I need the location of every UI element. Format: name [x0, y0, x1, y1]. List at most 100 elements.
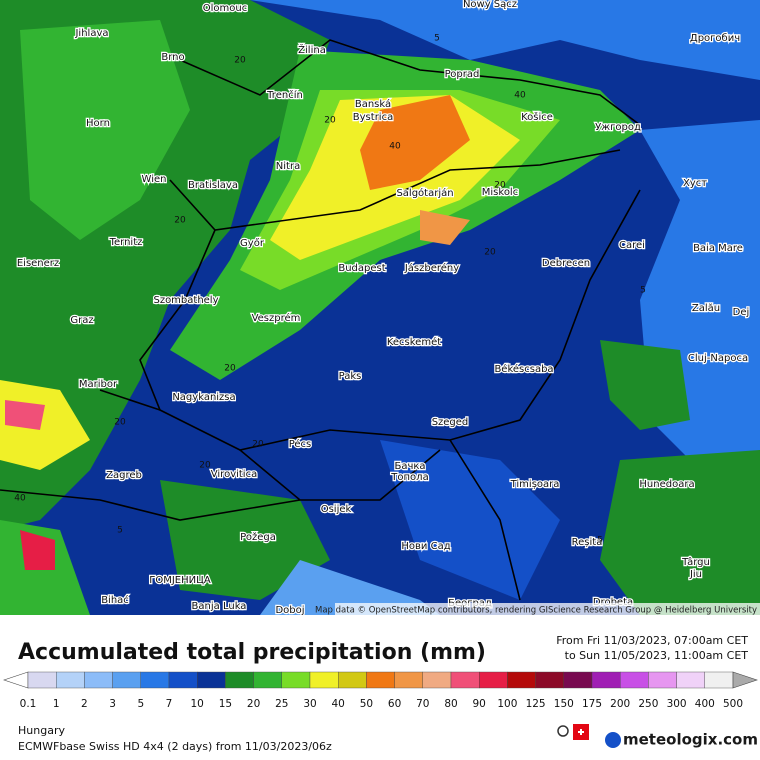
city-label: Pécs [289, 438, 312, 450]
colorbar-label: 150 [554, 698, 574, 710]
city-label: Дрогобич [690, 33, 740, 44]
colorbar-label: 30 [303, 698, 316, 710]
colorbar-cell [535, 671, 564, 689]
city-label: Ужгород [595, 122, 641, 133]
city-label: Budapest [338, 263, 385, 274]
contour-label: 5 [117, 526, 123, 536]
city-label: Debrecen [542, 258, 590, 269]
city-label: Reșita [572, 537, 603, 548]
colorbar-cell [563, 671, 593, 689]
colorbar-label: 70 [416, 698, 429, 710]
brand: meteologix.com [623, 731, 758, 749]
city-label: Jászberény [404, 262, 459, 274]
city-label: Dej [733, 307, 750, 318]
city-label: Virovitica [211, 469, 257, 480]
city-label: Nitra [276, 161, 300, 172]
city-label: Brno [161, 52, 184, 63]
city-label: Jihlava [74, 28, 108, 39]
colorbar-label: 500 [723, 698, 743, 710]
colorbar-label: 175 [582, 698, 602, 710]
colorbar-label: 15 [219, 698, 232, 710]
region: Hungary [18, 724, 65, 737]
colorbar-cell [479, 671, 508, 689]
colorbar-label: 100 [497, 698, 517, 710]
city-label: Bihać [101, 594, 129, 606]
city-label: Žilina [298, 43, 326, 56]
colorbar-cell [27, 671, 57, 689]
city-label: Ternitz [109, 237, 143, 248]
colorbar-cell [309, 671, 339, 689]
city-label: Kecskemét [387, 336, 441, 348]
colorbar-label: 125 [526, 698, 546, 710]
contour-label: 40 [389, 142, 401, 152]
city-label: Paks [339, 371, 362, 382]
colorbar-cell [507, 671, 536, 689]
city-label: Požega [240, 531, 276, 543]
colorbar-cell [140, 671, 170, 689]
contour-label: 5 [597, 536, 603, 546]
colorbar-label: 0.1 [20, 698, 37, 710]
colorbar-label: 25 [275, 698, 288, 710]
city-label: Szombathely [153, 295, 218, 306]
city-label: ГОМЈЕНИЦА [149, 575, 211, 586]
colorbar-cell [394, 671, 424, 689]
colorbar-label: 200 [610, 698, 630, 710]
colorbar-arrow [732, 671, 758, 689]
colorbar-cell [366, 671, 395, 689]
colorbar-label: 60 [388, 698, 401, 710]
colorbar-label: 1 [53, 698, 60, 710]
colorbar-cell [704, 671, 734, 689]
colorbar-cell [422, 671, 452, 689]
contour-label: 20 [114, 418, 126, 428]
colorbar-cell [196, 671, 226, 689]
contour-label: 20 [252, 440, 264, 450]
contour-label: 20 [199, 461, 211, 471]
contour-label: 20 [324, 116, 336, 126]
precip-map [0, 0, 760, 615]
city-label: Szeged [432, 417, 469, 428]
contour-labels: 20 20 20 40 40 20 20 20 20 20 5 5 40 20 5 5 [14, 34, 646, 546]
colorbar-cell [648, 671, 677, 689]
colorbar-cell [56, 671, 85, 689]
city-label: Hunedoara [639, 479, 694, 490]
city-label: Veszprém [252, 312, 301, 324]
colorbar-label: 400 [695, 698, 715, 710]
city-label: Graz [70, 315, 93, 326]
colorbar-label: 90 [473, 698, 486, 710]
colorbar-label: 300 [667, 698, 687, 710]
colorbar: 0.1 1 2 3 5 7 10 15 20 25 30 40 50 60 70 80 90 100 125 150 1… [3, 671, 758, 710]
colorbar-cell [281, 671, 311, 689]
city-label: Нови Сад [401, 541, 450, 552]
colorbar-cell [450, 671, 480, 689]
city-label: Carei [619, 240, 645, 251]
city-label: Cluj-Napoca [688, 353, 748, 364]
city-label: Doboj [275, 605, 304, 616]
city-label: Jiu [689, 569, 702, 580]
city-label: Timișoara [510, 479, 560, 490]
date-from: From Fri 11/03/2023, 07:00am CET [556, 634, 748, 647]
city-label: Baia Mare [693, 243, 743, 254]
colorbar-cell [168, 671, 198, 689]
city-label: Horn [86, 118, 110, 129]
title: Accumulated total precipitation (mm) [18, 640, 486, 665]
city-label: Хуст [683, 178, 707, 189]
city-label: Banská [355, 98, 391, 110]
city-label: Eisenerz [17, 258, 59, 269]
colorbar-cell [225, 671, 254, 689]
contour-label: 5 [434, 34, 440, 44]
city-labels: Olomouc Nowy Sącz Дрогобич Jihlava Brno Žilin… [16, 0, 751, 617]
colorbar-cell [253, 671, 283, 689]
colorbar-label: 50 [360, 698, 373, 710]
city-label: Топола [390, 472, 428, 483]
model-run: ECMWFbase Swiss HD 4x4 (2 days) from 11/… [18, 740, 332, 753]
colorbar-cell [338, 671, 367, 689]
date-to: to Sun 11/05/2023, 11:00am CET [565, 649, 749, 662]
city-label: Trenčín [266, 89, 303, 101]
colorbar-label: 80 [444, 698, 457, 710]
colorbar-label: 2 [81, 698, 88, 710]
colorbar-label: 5 [137, 698, 144, 710]
colorbar-label: 40 [332, 698, 345, 710]
colorbar-label: 20 [247, 698, 260, 710]
city-label: Bratislava [188, 180, 238, 191]
